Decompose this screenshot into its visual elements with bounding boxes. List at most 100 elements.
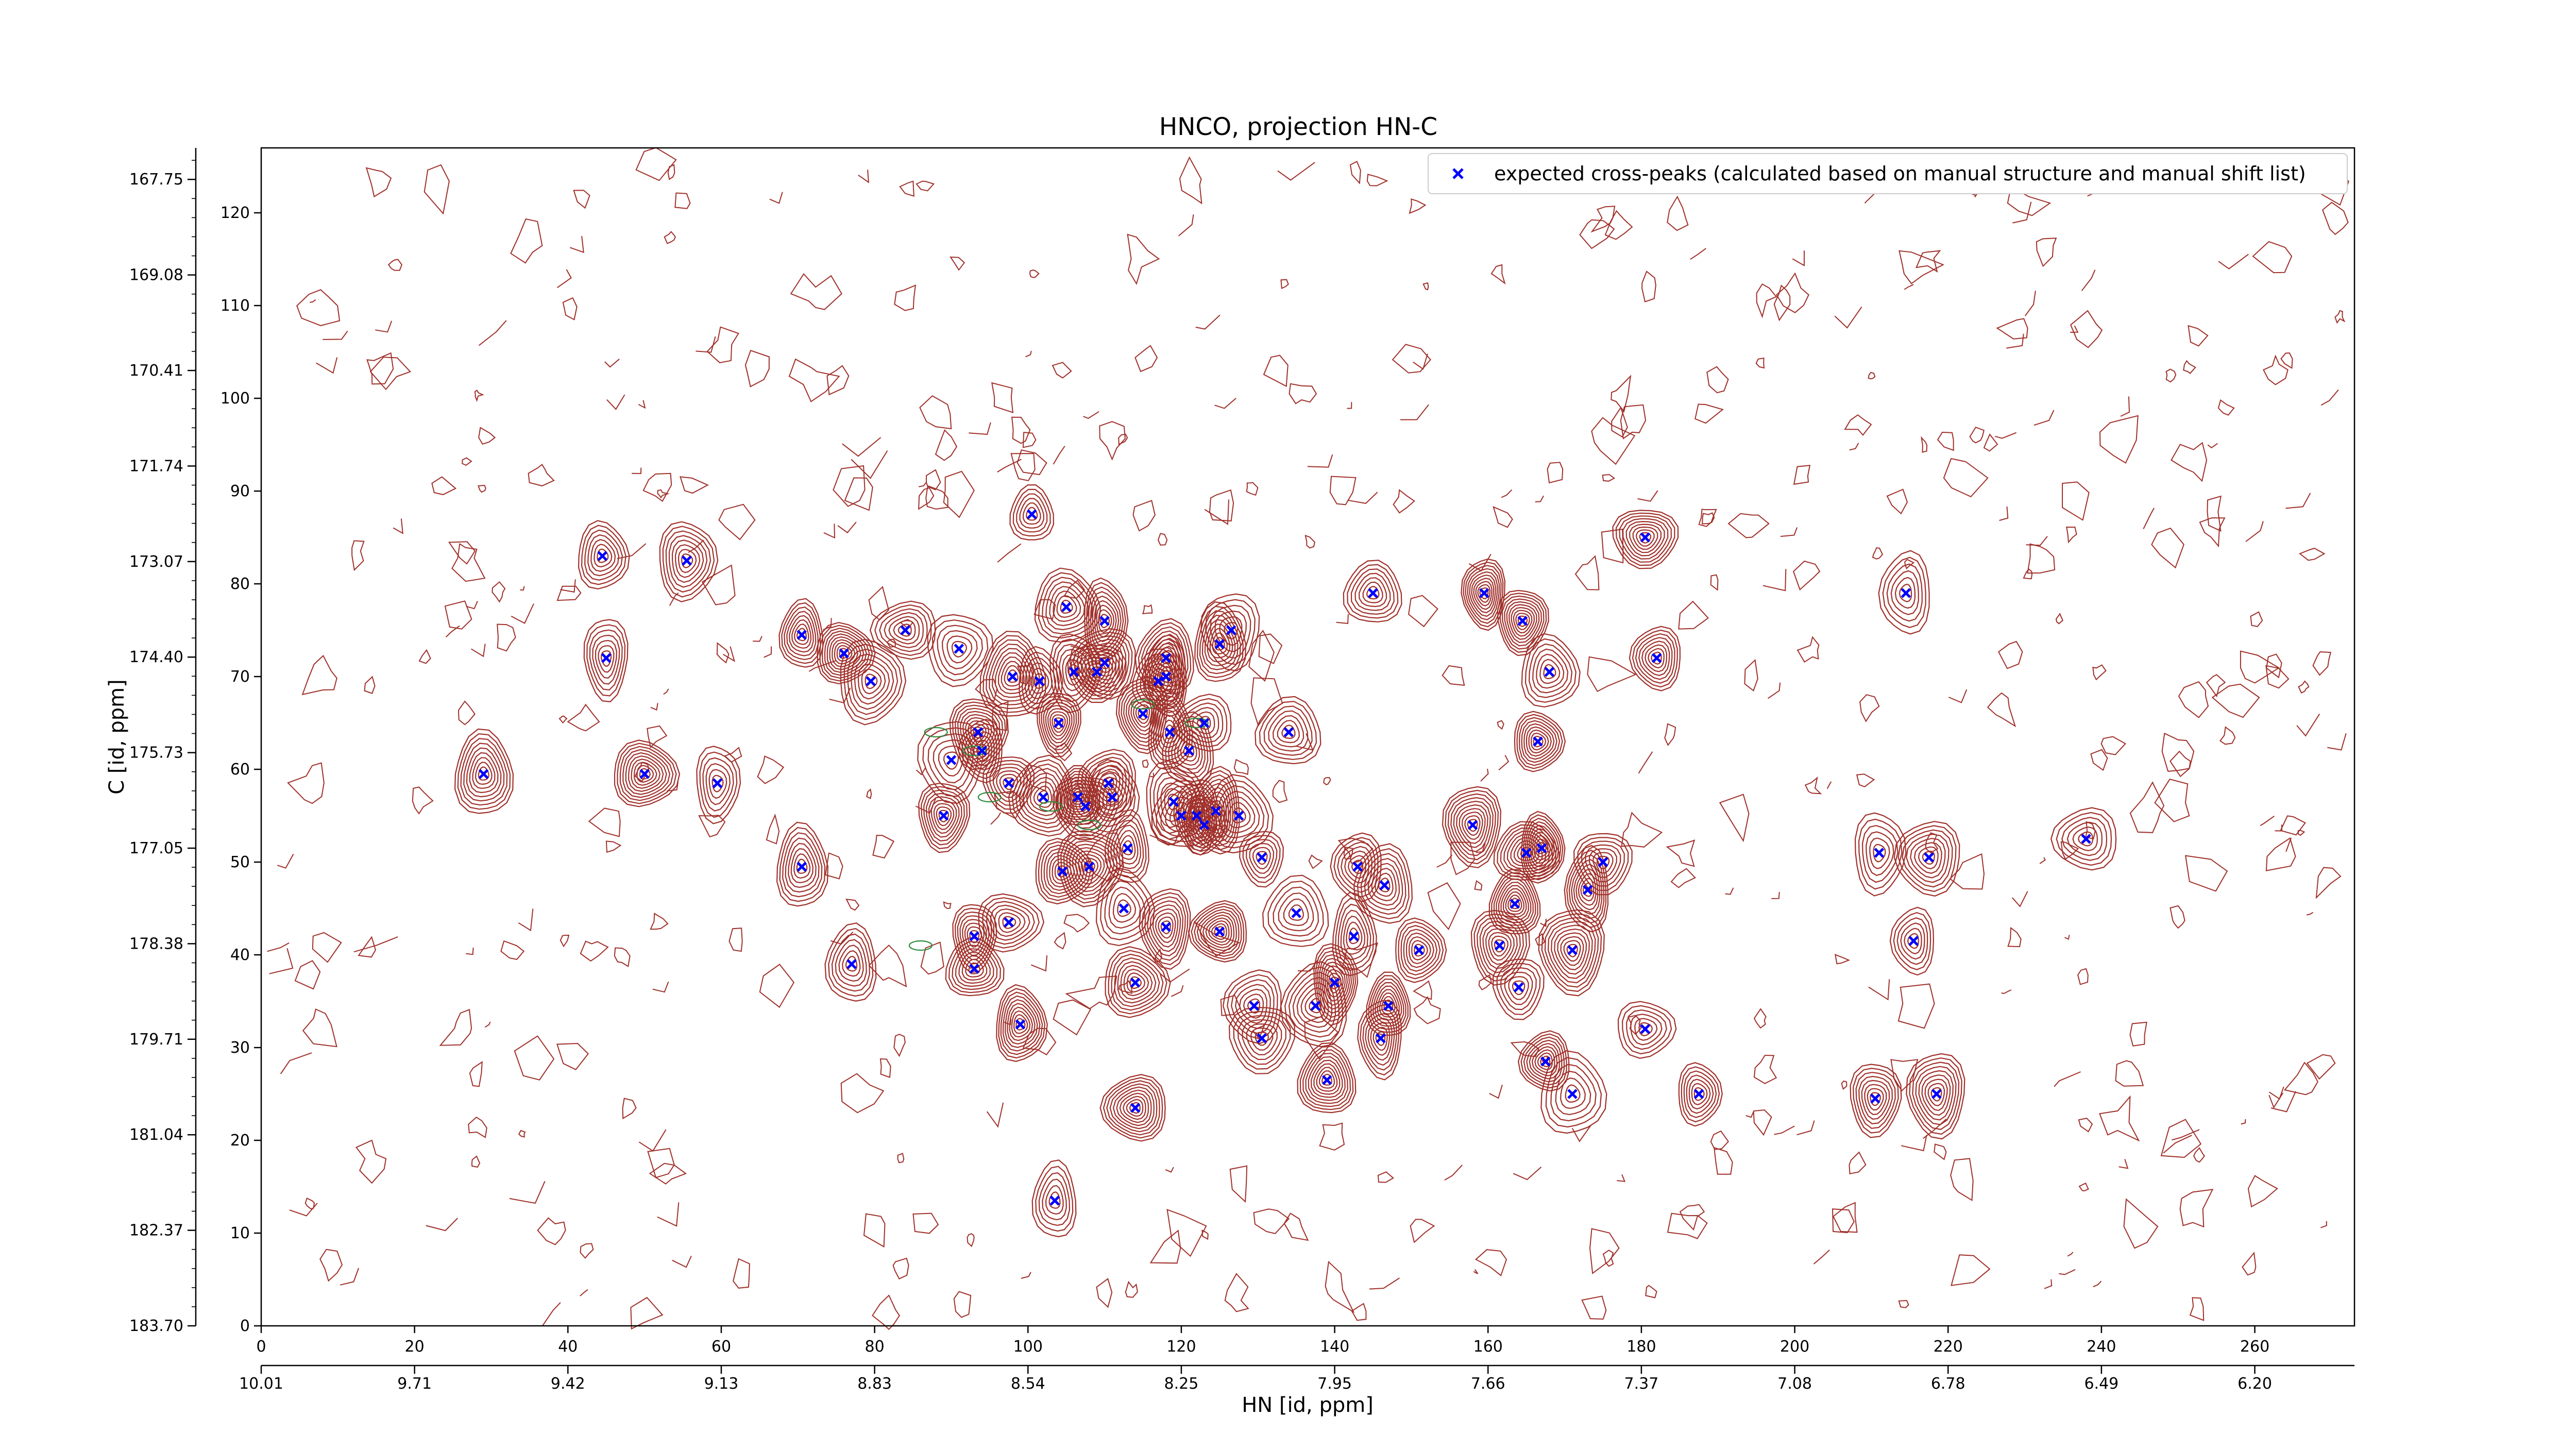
noise-contour: [310, 299, 316, 303]
noise-contour: [1898, 1300, 1909, 1308]
noise-contour: [872, 835, 895, 859]
peak-contour: [1091, 666, 1103, 679]
peak-contour: [475, 762, 493, 785]
noise-contour: [2217, 399, 2235, 416]
peak-contour: [1193, 808, 1218, 842]
peak-contour: [1002, 995, 1041, 1052]
peak-contour: [1167, 720, 1209, 779]
peak-contour: [946, 635, 973, 664]
noise-contour: [1296, 733, 1314, 751]
noise-contour: [448, 541, 476, 565]
noise-contour: [2092, 664, 2107, 681]
peak-contour: [1463, 562, 1504, 628]
noise-contour: [478, 427, 496, 445]
peak-contour: [1475, 581, 1493, 606]
noise-contour: [2006, 333, 2024, 349]
noise-contour: [2280, 352, 2293, 369]
peak-contour: [1367, 1017, 1393, 1061]
peak-contour: [1015, 763, 1069, 829]
peak-contour: [1071, 788, 1084, 805]
peak-contour: [884, 612, 924, 649]
noise-contour: [1987, 692, 2016, 728]
peak-contour: [1526, 726, 1552, 757]
noise-contour: [1422, 282, 1429, 291]
noise-contour: [1969, 426, 1985, 444]
cross-peak-marker: [1199, 718, 1210, 728]
noise-contour: [2306, 912, 2314, 916]
peak-contour: [1400, 925, 1441, 976]
peak-contour: [1896, 917, 1928, 965]
peak-contour: [1912, 1062, 1960, 1130]
noise-contour: [925, 485, 948, 510]
peak-contour: [1042, 577, 1093, 635]
noise-contour: [468, 1116, 487, 1138]
peak-contour: [1036, 693, 1081, 757]
noise-contour: [1132, 500, 1156, 532]
x-tick-label: 200: [1780, 1338, 1809, 1356]
noise-contour: [466, 947, 474, 955]
peak-contour: [1141, 892, 1189, 966]
noise-contour: [1304, 534, 1315, 549]
noise-contour: [1010, 453, 1036, 481]
noise-contour: [2241, 1119, 2246, 1125]
noise-contour: [1052, 362, 1072, 379]
noise-contour: [528, 464, 555, 486]
secondary-x-tick-label: 7.66: [1471, 1375, 1505, 1393]
peak-contour: [1191, 903, 1245, 960]
peak-contour: [1909, 1057, 1962, 1135]
peak-contour: [1521, 720, 1557, 763]
peak-contour: [594, 544, 613, 568]
peak-contour: [1375, 1031, 1386, 1046]
noise-contour: [935, 429, 958, 461]
peak-contour: [705, 763, 731, 805]
peak-contour: [888, 616, 920, 645]
peak-contour: [1315, 947, 1357, 1022]
peak-contour: [1054, 717, 1064, 730]
peak-contour: [1870, 1092, 1881, 1106]
noise-contour: [858, 170, 870, 183]
noise-contour: [788, 358, 840, 402]
secondary-x-tick-label: 8.54: [1011, 1375, 1045, 1393]
noise-contour: [351, 540, 365, 571]
noise-contour: [1998, 641, 2023, 669]
peak-contour: [922, 727, 979, 797]
noise-contour: [1319, 1122, 1345, 1151]
noise-contour: [1670, 868, 1696, 888]
noise-contour: [355, 1139, 387, 1184]
peak-contour: [1504, 598, 1543, 647]
cross-peak-marker: [597, 551, 608, 561]
peak-contour: [1318, 1070, 1335, 1089]
peak-contour: [1108, 950, 1167, 1015]
noise-contour: [2027, 543, 2056, 574]
cross-peak-marker: [1080, 801, 1091, 812]
noise-contour: [1943, 458, 1989, 498]
peak-contour: [1080, 638, 1127, 688]
peak-contour: [1479, 921, 1521, 973]
peak-contour: [1073, 631, 1133, 696]
noise-contour: [2143, 508, 2155, 529]
cross-peak-marker: [1494, 940, 1505, 951]
noise-contour: [302, 1008, 337, 1048]
peak-contour: [1207, 624, 1233, 663]
peak-contour: [1177, 734, 1200, 766]
y-tick-label: 110: [221, 297, 250, 315]
peak-contour: [1199, 819, 1210, 832]
noise-contour: [2007, 186, 2052, 216]
cross-peak-marker: [1931, 1089, 1942, 1099]
secondary-x-tick-label: 9.71: [397, 1375, 432, 1393]
noise-contour: [2100, 736, 2126, 755]
noise-contour: [2280, 815, 2306, 836]
cross-peak-marker: [1054, 718, 1064, 728]
peak-contour: [1052, 714, 1066, 733]
peak-contour: [1126, 1099, 1144, 1117]
noise-contour: [1727, 513, 1770, 538]
secondary-x-tick-label: 7.08: [1777, 1375, 1812, 1393]
noise-contour: [1250, 677, 1283, 727]
negative-contour: [1131, 699, 1155, 710]
peak-contour: [1442, 786, 1502, 869]
peak-contour: [1578, 873, 1597, 906]
noise-contour: [510, 218, 543, 264]
peak-contour: [938, 745, 964, 777]
cross-peak-marker: [1249, 1001, 1260, 1011]
peak-contour: [998, 912, 1021, 933]
